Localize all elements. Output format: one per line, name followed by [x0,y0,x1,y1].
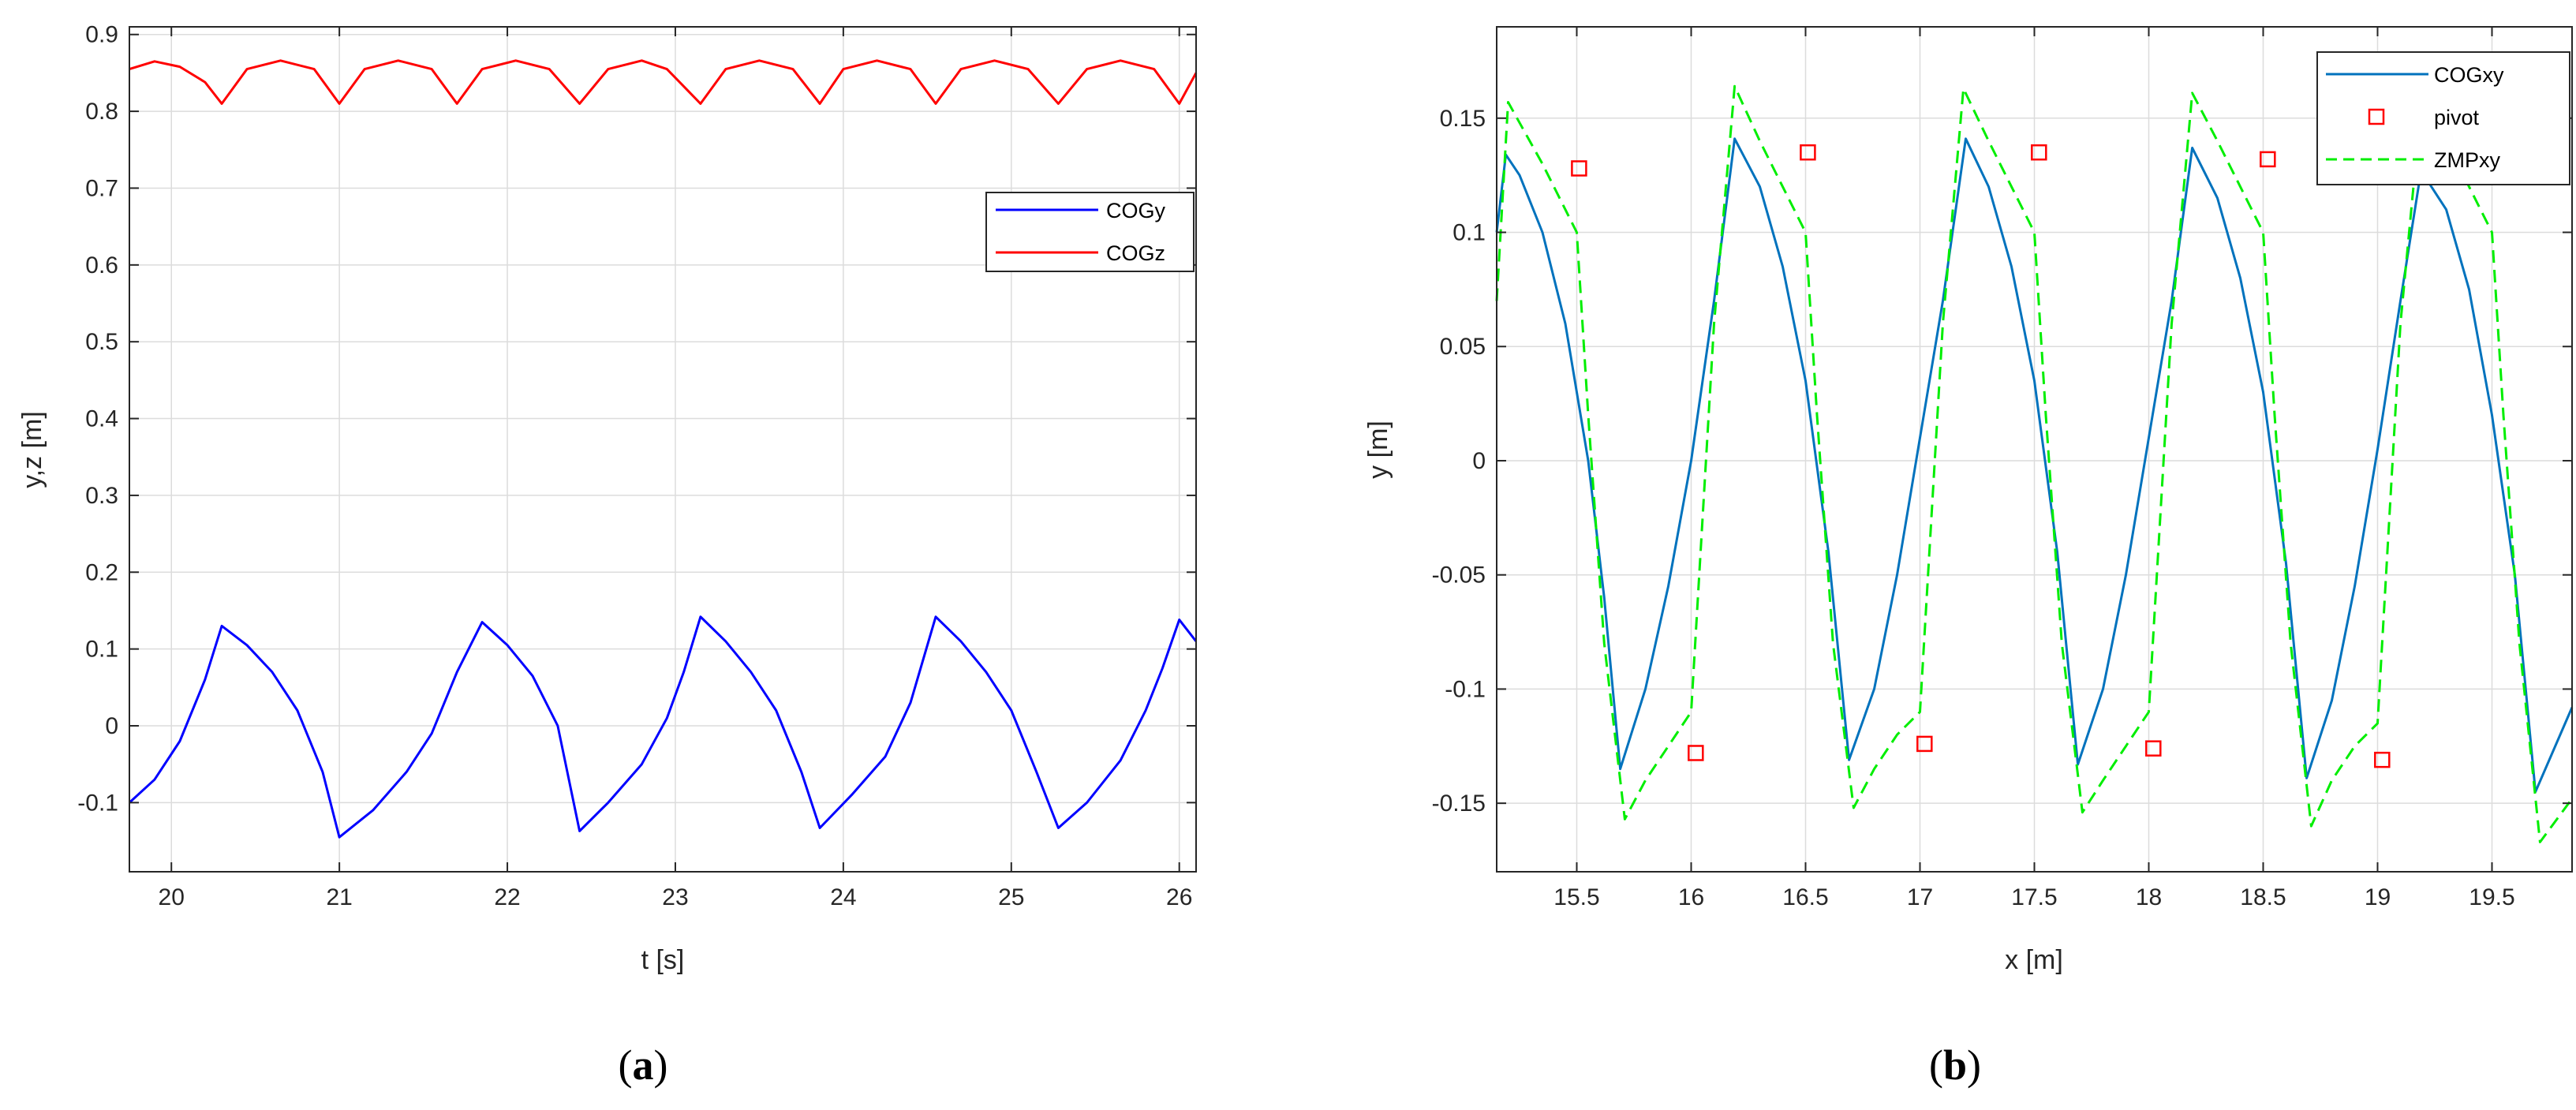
chart-panel-a: 20 21 22 23 24 25 26 -0.1 0 0.1 0.2 0.3 0.4 0.5 0.6 0.7… [17,22,1198,975]
series-line-cogy [128,615,1198,839]
y-tick-label-b: 0.15 [1440,106,1486,132]
pivot-marker [1800,144,1816,161]
series-line-cogxy [1495,137,2574,794]
legend-label-cogy: COGy [1106,199,1166,222]
x-axis-label-a: t [s] [641,945,685,975]
y-tick-label-a: 0.1 [85,637,118,663]
legend-box-a [985,192,1195,272]
pivot-marker [1571,160,1587,177]
x-tick-label-b: 17 [1907,884,1933,910]
caption-letter-b: b [1943,1041,1967,1089]
x-tick-label-b: 19 [2365,884,2391,910]
series-line-zmpxy [1495,84,2574,843]
y-tick-label-b: -0.1 [1445,676,1486,702]
caption-b: (b) [1929,1041,1981,1089]
ticks-a: 20 21 22 23 24 25 26 -0.1 0 0.1 0.2 0.3 0.4 0.5 0.6 0.7… [77,22,1196,910]
pivot-marker [2031,144,2047,161]
x-tick-label-a: 24 [830,884,856,910]
caption-letter-a: a [633,1041,654,1089]
series-a [128,59,1198,839]
plot-area-a [129,27,1196,872]
x-tick-label-a: 21 [326,884,352,910]
x-tick-label-b: 16.5 [1782,884,1828,910]
y-tick-label-a: -0.1 [77,790,118,816]
pivot-marker [1916,735,1933,753]
y-tick-label-b: -0.05 [1432,562,1486,589]
x-tick-label-b: 15.5 [1553,884,1599,910]
pivot-marker [2374,751,2391,768]
y-axis-label-a: y,z [m] [17,411,47,488]
x-tick-label-a: 22 [494,884,520,910]
y-tick-label-a: 0.6 [85,252,118,278]
x-tick-label-a: 25 [998,884,1024,910]
y-tick-label-a: 0.7 [85,175,118,201]
grid-a [129,27,1196,872]
y-tick-label-b: 0 [1472,448,1486,474]
x-tick-label-a: 23 [662,884,688,910]
caption-a: (a) [619,1041,668,1089]
x-tick-label-b: 16 [1678,884,1704,910]
x-tick-label-a: 26 [1166,884,1192,910]
legend-label-zmpxy: ZMPxy [2434,148,2500,172]
legend-label-pivot: pivot [2434,106,2480,129]
x-tick-label-b: 17.5 [2011,884,2057,910]
pivot-marker [1688,745,1704,761]
y-tick-label-b: 0.1 [1453,220,1486,246]
grid-b [1497,27,2572,872]
legend-label-cogz: COGz [1106,241,1165,265]
pivot-marker [2145,740,2162,757]
y-tick-label-b: -0.15 [1432,790,1486,817]
x-tick-label-b: 18 [2136,884,2162,910]
legend-b: COGxy pivot ZMPxy [2316,51,2570,185]
y-tick-label-a: 0.4 [85,406,118,432]
legend-label-cogxy: COGxy [2434,63,2504,87]
y-tick-label-b: 0.05 [1440,334,1486,360]
y-tick-label-a: 0.8 [85,99,118,125]
y-tick-label-a: 0.2 [85,559,118,585]
ticks-b: 15.5 16 16.5 17 17.5 18 18.5 19 19.5 -0.15 -0.1 -0.… [1432,27,2572,910]
legend-marker-pivot [2368,108,2385,125]
chart-panel-b: 15.5 16 16.5 17 17.5 18 18.5 19 19.5 -0.15 -0.1 -0.… [1363,26,2574,975]
y-axis-label-b: y [m] [1363,420,1393,479]
x-axis-label-b: x [m] [2005,945,2063,975]
y-tick-label-a: 0 [105,713,118,739]
plot-border-a [129,26,1197,873]
x-tick-label-b: 19.5 [2469,884,2514,910]
x-tick-label-a: 20 [159,884,185,910]
legend-a: COGy COGz [985,192,1195,272]
series-line-cogz [129,59,1198,105]
x-tick-label-b: 18.5 [2240,884,2286,910]
y-tick-label-a: 0.5 [85,329,118,355]
pivot-marker [2260,151,2276,168]
y-tick-label-a: 0.3 [85,483,118,509]
y-tick-label-a: 0.9 [85,22,118,48]
series-b [1495,84,2574,843]
